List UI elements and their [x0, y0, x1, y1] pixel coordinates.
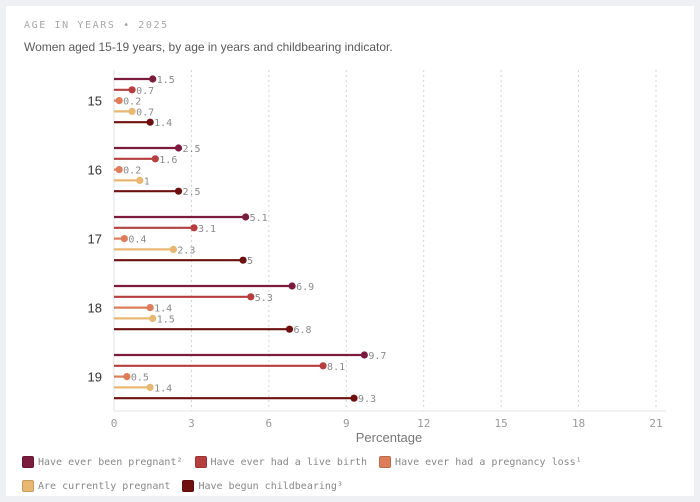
lollipop-dot: [149, 75, 157, 83]
lollipop-dot: [360, 351, 368, 359]
lollipop-dot: [128, 107, 136, 115]
chart-subtitle: Women aged 15-19 years, by age in years …: [24, 40, 393, 54]
lollipop-dot: [169, 245, 177, 253]
data-label: 5.3: [255, 293, 273, 304]
legend-item[interactable]: Have ever had a live birth: [194, 453, 368, 471]
data-label: 2.5: [183, 144, 201, 155]
x-tick-label: 12: [417, 417, 430, 430]
data-label: 9.7: [368, 351, 386, 362]
data-label: 6.9: [296, 282, 314, 293]
chart-overline: AGE IN YEARS • 2025: [24, 20, 169, 31]
data-label: 6.8: [294, 325, 312, 336]
data-label: 0.4: [128, 235, 146, 246]
lollipop-dot: [115, 166, 123, 174]
data-label: 3.1: [198, 224, 216, 235]
data-label: 0.7: [136, 86, 154, 97]
legend-item[interactable]: Have ever had a pregnancy loss¹: [379, 453, 582, 471]
legend-swatch: [22, 480, 34, 492]
lollipop-dot: [239, 256, 247, 264]
lollipop-dot: [190, 224, 198, 232]
legend-swatch: [194, 456, 207, 468]
legend-item[interactable]: Have begun childbearing³: [182, 477, 343, 495]
data-label: 1.5: [157, 314, 175, 325]
x-tick-label: 6: [266, 417, 273, 430]
data-label: 1.4: [154, 118, 172, 129]
y-category-label: 16: [88, 163, 102, 178]
lollipop-dot: [174, 144, 183, 152]
data-label: 0.5: [131, 373, 149, 384]
data-label: 1.5: [157, 75, 175, 86]
legend-label: Have begun childbearing³: [198, 480, 343, 492]
y-category-label: 15: [88, 94, 102, 109]
data-label: 5.1: [250, 213, 268, 224]
legend-swatch: [379, 456, 392, 468]
x-tick-label: 9: [343, 417, 350, 430]
lollipop-dot: [128, 86, 136, 94]
data-label: 5: [247, 256, 253, 267]
lollipop-dot: [149, 314, 157, 322]
lollipop-dot: [146, 304, 154, 312]
legend-swatch: [182, 480, 195, 492]
lollipop-chart: 0 3 6 9 12 15 18 21Percentage151.50.70.20.71.41…: [88, 70, 666, 445]
lollipop-dot: [151, 155, 159, 163]
lollipop-dot: [146, 118, 154, 126]
legend-label: Have ever had a live birth: [210, 456, 368, 468]
legend-item[interactable]: Are currently pregnant: [22, 477, 170, 495]
data-label: 0.2: [123, 97, 141, 108]
data-label: 9.3: [358, 394, 376, 405]
x-tick-label: 21: [649, 417, 662, 430]
x-tick-label: 3: [188, 417, 195, 430]
legend-label: Have ever been pregnant²: [38, 456, 183, 468]
lollipop-dot: [242, 213, 250, 221]
data-label: 0.2: [123, 166, 141, 177]
lollipop-dot: [285, 325, 294, 333]
data-label: 1.6: [159, 155, 177, 166]
data-label: 8.1: [327, 362, 345, 373]
y-category-label: 17: [88, 232, 102, 247]
legend-label: Are currently pregnant: [38, 480, 171, 492]
y-category-label: 18: [88, 301, 102, 316]
lollipop-dot: [146, 383, 154, 391]
legend-label: Have ever had a pregnancy loss¹: [395, 456, 582, 468]
data-label: 1.4: [154, 304, 172, 315]
lollipop-dot: [115, 97, 123, 105]
lollipop-dot: [350, 394, 358, 402]
x-axis-label: Percentage: [356, 430, 423, 445]
x-tick-label: 15: [495, 417, 508, 430]
lollipop-dot: [136, 176, 144, 184]
data-label: 1: [144, 176, 150, 187]
y-category-label: 19: [88, 370, 102, 385]
legend-item[interactable]: Have ever been pregnant²: [22, 453, 183, 471]
chart-legend: Have ever been pregnant² Have ever had a …: [22, 453, 682, 495]
data-label: 0.7: [136, 107, 154, 118]
lollipop-dot: [174, 187, 183, 195]
x-tick-label: 0: [111, 417, 118, 430]
chart-card: AGE IN YEARS • 2025 Women aged 15-19 yea…: [6, 6, 694, 496]
lollipop-dot: [247, 293, 255, 301]
x-tick-label: 18: [572, 417, 585, 430]
lollipop-dot: [123, 373, 131, 381]
lollipop-dot: [288, 282, 296, 290]
data-label: 2.3: [177, 245, 195, 256]
legend-swatch: [22, 456, 34, 468]
data-label: 2.5: [183, 187, 201, 198]
lollipop-dot: [120, 235, 128, 243]
lollipop-dot: [319, 362, 327, 370]
data-label: 1.4: [154, 383, 172, 394]
